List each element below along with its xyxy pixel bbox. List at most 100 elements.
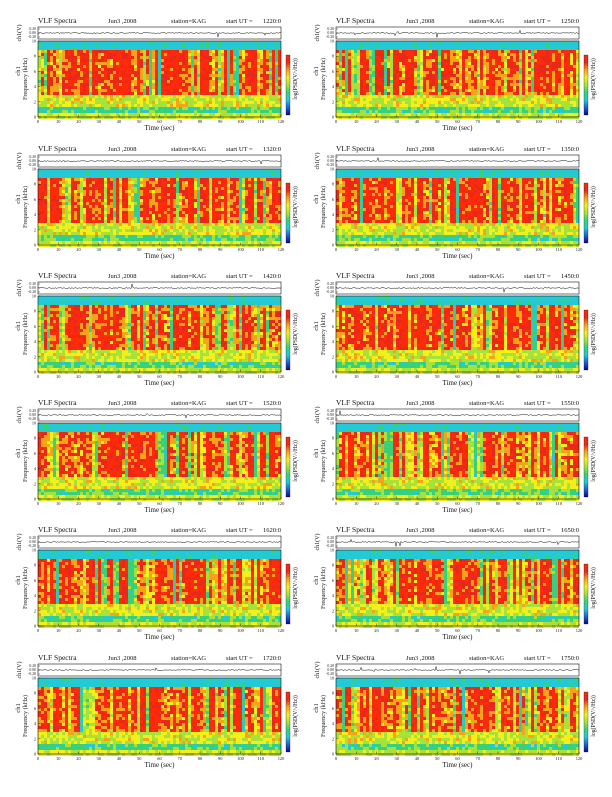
- psd-cell: [483, 86, 486, 89]
- psd-cell: [534, 56, 537, 59]
- psd-cell: [182, 53, 185, 56]
- psd-cell: [474, 50, 477, 53]
- psd-cell: [342, 65, 345, 68]
- psd-cell: [44, 229, 47, 232]
- psd-cell: [107, 202, 110, 205]
- psd-cell: [405, 101, 408, 104]
- psd-cell: [534, 89, 537, 92]
- psd-cell: [483, 98, 486, 101]
- psd-cell: [110, 44, 113, 47]
- psd-cell: [465, 47, 468, 50]
- psd-cell: [224, 80, 227, 83]
- psd-cell: [555, 80, 558, 83]
- psd-cell: [218, 104, 221, 107]
- psd-cell: [366, 104, 369, 107]
- psd-cell: [65, 65, 68, 68]
- psd-cell: [119, 101, 122, 104]
- psd-cell: [152, 101, 155, 104]
- psd-cell: [104, 56, 107, 59]
- psd-cell: [366, 116, 369, 119]
- psd-cell: [152, 95, 155, 98]
- psd-cell: [453, 89, 456, 92]
- panel-title: VLF Spectra: [38, 144, 77, 153]
- psd-cell: [423, 44, 426, 47]
- psd-cell: [236, 98, 239, 101]
- psd-cell: [167, 101, 170, 104]
- psd-cell: [399, 89, 402, 92]
- psd-cell: [465, 95, 468, 98]
- psd-cell: [537, 56, 540, 59]
- psd-cell: [561, 95, 564, 98]
- psd-cell: [104, 68, 107, 71]
- psd-cell: [516, 56, 519, 59]
- psd-cell: [245, 83, 248, 86]
- psd-cell: [149, 44, 152, 47]
- psd-cell: [417, 92, 420, 95]
- psd-cell: [230, 77, 233, 80]
- psd-cell: [540, 44, 543, 47]
- psd-cell: [558, 56, 561, 59]
- psd-cell: [420, 116, 423, 119]
- psd-cell: [104, 232, 107, 235]
- psd-cell: [65, 175, 68, 178]
- psd-cell: [552, 89, 555, 92]
- psd-cell: [528, 71, 531, 74]
- psd-cell: [519, 83, 522, 86]
- psd-cell: [513, 50, 516, 53]
- psd-cell: [522, 101, 525, 104]
- psd-cell: [366, 101, 369, 104]
- psd-cell: [110, 71, 113, 74]
- psd-cell: [182, 83, 185, 86]
- psd-cell: [429, 110, 432, 113]
- psd-cell: [468, 44, 471, 47]
- psd-cell: [516, 68, 519, 71]
- psd-cell: [158, 74, 161, 77]
- psd-cell: [534, 86, 537, 89]
- psd-cell: [71, 226, 74, 229]
- psd-cell: [525, 74, 528, 77]
- psd-cell: [203, 62, 206, 65]
- psd-cell: [161, 53, 164, 56]
- psd-cell: [227, 110, 230, 113]
- psd-cell: [528, 68, 531, 71]
- psd-cell: [483, 89, 486, 92]
- psd-cell: [564, 53, 567, 56]
- psd-cell: [233, 98, 236, 101]
- psd-cell: [209, 116, 212, 119]
- psd-cell: [68, 187, 71, 190]
- psd-cell: [390, 50, 393, 53]
- psd-cell: [89, 238, 92, 241]
- psd-cell: [224, 47, 227, 50]
- psd-cell: [80, 65, 83, 68]
- psd-cell: [552, 77, 555, 80]
- psd-cell: [489, 53, 492, 56]
- psd-cell: [185, 62, 188, 65]
- psd-cell: [402, 65, 405, 68]
- psd-cell: [266, 50, 269, 53]
- psd-cell: [152, 113, 155, 116]
- psd-cell: [83, 74, 86, 77]
- psd-cell: [441, 89, 444, 92]
- psd-cell: [468, 68, 471, 71]
- psd-cell: [387, 74, 390, 77]
- psd-cell: [495, 44, 498, 47]
- psd-cell: [125, 71, 128, 74]
- psd-cell: [179, 80, 182, 83]
- psd-cell: [513, 62, 516, 65]
- psd-cell: [95, 184, 98, 187]
- psd-cell: [378, 62, 381, 65]
- psd-cell: [116, 74, 119, 77]
- psd-cell: [98, 107, 101, 110]
- psd-cell: [441, 71, 444, 74]
- psd-cell: [339, 65, 342, 68]
- psd-cell: [336, 59, 339, 62]
- psd-cell: [119, 68, 122, 71]
- psd-cell: [71, 178, 74, 181]
- psd-cell: [387, 116, 390, 119]
- psd-cell: [95, 172, 98, 175]
- psd-cell: [113, 53, 116, 56]
- psd-cell: [441, 86, 444, 89]
- psd-cell: [155, 89, 158, 92]
- psd-cell: [387, 62, 390, 65]
- psd-cell: [101, 235, 104, 238]
